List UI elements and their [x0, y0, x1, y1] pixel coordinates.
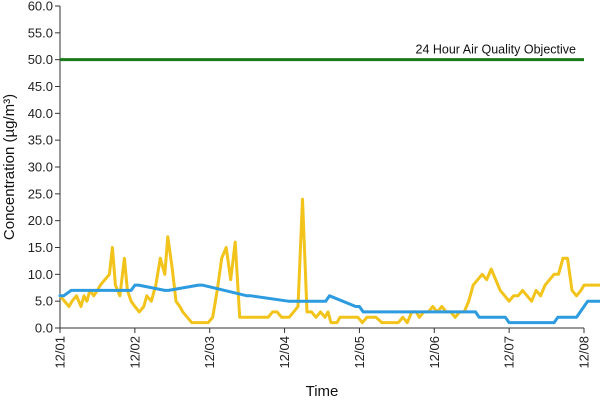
- y-axis-title: Concentration (µg/m³): [1, 94, 18, 240]
- y-tick-label: 0.0: [35, 321, 53, 336]
- y-tick-label: 20.0: [28, 213, 53, 228]
- y-tick-label: 35.0: [28, 133, 53, 148]
- y-tick-label: 50.0: [28, 52, 53, 67]
- x-tick-label: 12/08: [577, 336, 592, 369]
- objective-label: 24 Hour Air Quality Objective: [416, 43, 577, 57]
- x-tick-label: 12/02: [127, 336, 142, 369]
- y-tick-label: 30.0: [28, 160, 53, 175]
- y-tick-label: 45.0: [28, 79, 53, 94]
- series-line-1: [58, 197, 600, 325]
- series-line-2: [58, 283, 600, 325]
- x-tick-label: 12/05: [352, 336, 367, 369]
- x-tick-label: 12/06: [427, 336, 442, 369]
- series-layer: [58, 197, 600, 325]
- y-tick-label: 60.0: [28, 0, 53, 14]
- y-tick-label: 55.0: [28, 25, 53, 40]
- x-axis-title: Time: [306, 383, 339, 400]
- y-tick-label: 15.0: [28, 240, 53, 255]
- y-tick-label: 10.0: [28, 267, 53, 282]
- y-axis-ticks: 0.0 5.0 10.0 15.0 20.0 25.0 30.0 35.0 40.0 45.0 50…: [28, 0, 60, 336]
- y-tick-label: 5.0: [35, 294, 53, 309]
- y-tick-label: 40.0: [28, 106, 53, 121]
- x-tick-label: 12/07: [502, 336, 517, 369]
- x-tick-label: 12/01: [53, 336, 68, 369]
- x-tick-label: 12/03: [202, 336, 217, 369]
- x-axis-ticks: 12/01 12/02 12/03 12/04 12/05 12/06 12/07 12/08: [53, 328, 592, 369]
- y-tick-label: 25.0: [28, 186, 53, 201]
- x-tick-label: 12/04: [277, 336, 292, 369]
